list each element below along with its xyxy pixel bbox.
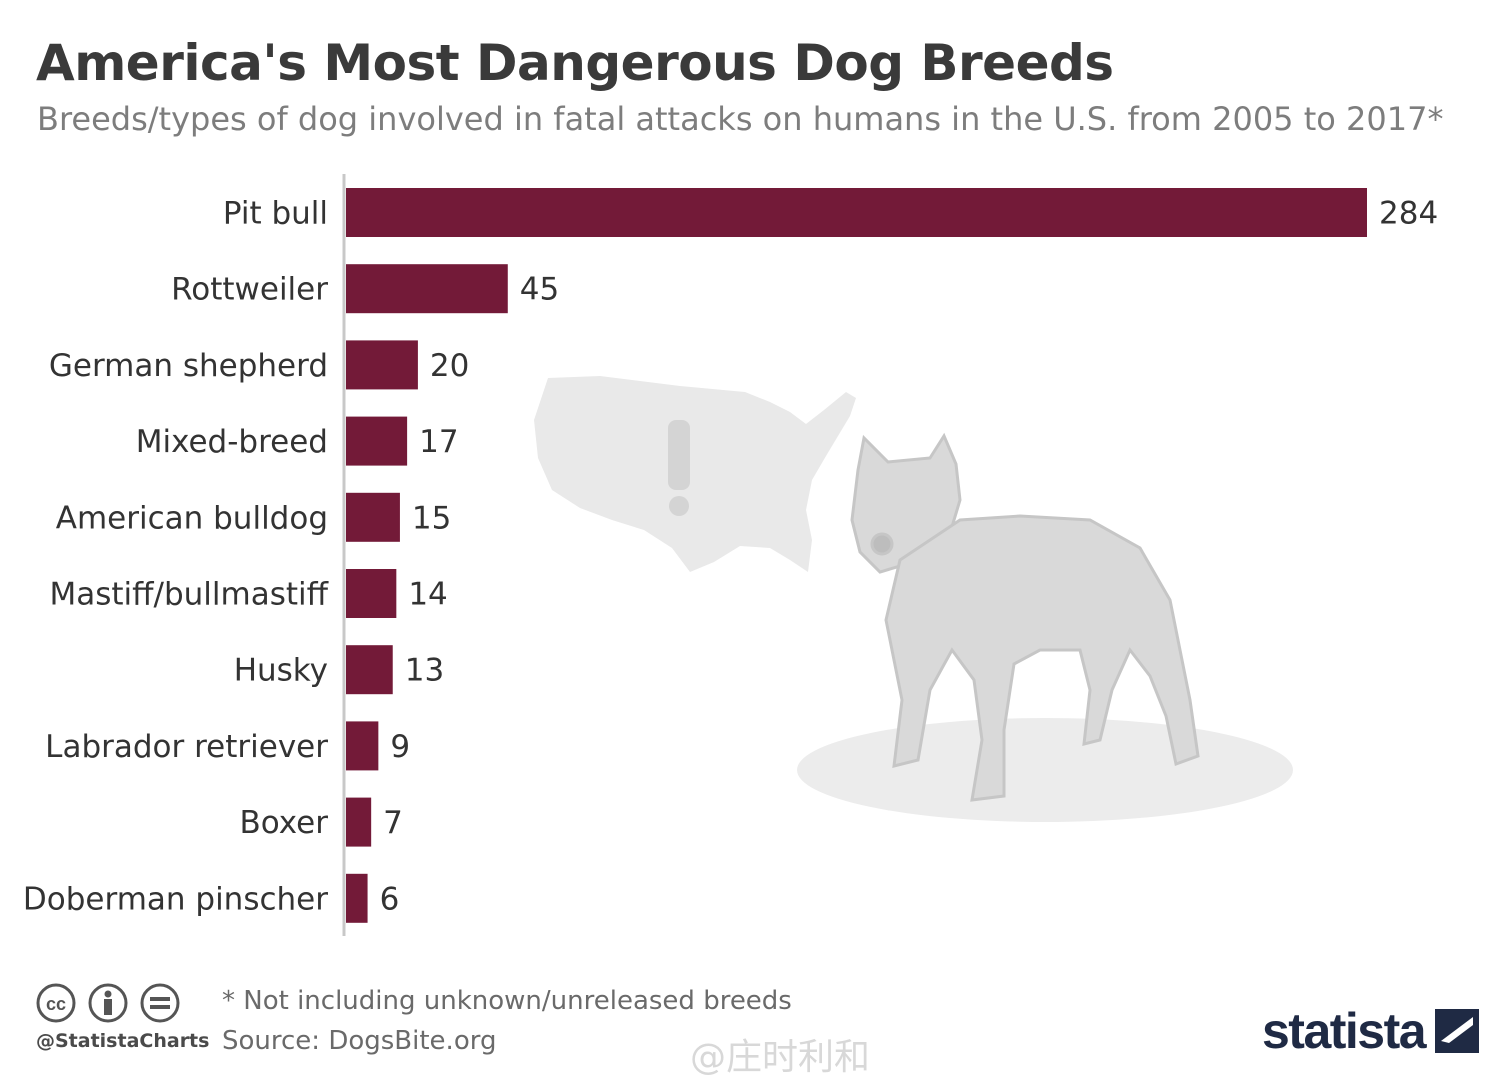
value-label: 20	[430, 348, 469, 384]
map-silhouette-icon	[534, 376, 856, 572]
bar[interactable]	[346, 492, 400, 542]
value-label: 284	[1379, 196, 1438, 232]
bar[interactable]	[346, 264, 508, 314]
bar[interactable]	[346, 645, 393, 695]
value-label: 7	[383, 805, 403, 841]
bar[interactable]	[346, 416, 408, 466]
value-label: 9	[390, 729, 410, 765]
statista-logo[interactable]: statista	[1262, 1002, 1480, 1060]
category-label: Mastiff/bullmastiff	[50, 577, 329, 613]
attribution-icon	[88, 983, 128, 1023]
statista-wordmark: statista	[1262, 1003, 1427, 1059]
value-label: 45	[520, 272, 559, 308]
bar[interactable]	[346, 797, 372, 847]
exclamation-icon	[668, 420, 690, 490]
bar[interactable]	[346, 340, 418, 390]
exclamation-dot-icon	[669, 496, 689, 516]
value-label: 15	[412, 500, 451, 536]
value-label: 17	[419, 424, 458, 460]
category-label: Pit bull	[223, 196, 328, 232]
category-label: Mixed-breed	[136, 424, 328, 460]
dog-shadow	[797, 718, 1293, 822]
bar-chart: Pit bull 284 Rottweiler 45 German shepherd 20…	[23, 174, 1438, 936]
bar[interactable]	[346, 188, 1367, 237]
source-note: Source: DogsBite.org	[222, 1026, 497, 1056]
statista-logo-mark-icon	[1435, 1009, 1480, 1053]
category-label: Labrador retriever	[45, 729, 328, 765]
license-icons: cc	[36, 983, 180, 1023]
category-label: Rottweiler	[171, 272, 328, 308]
value-label: 6	[380, 881, 400, 917]
dog-silhouette-icon	[850, 432, 1200, 802]
chart-subtitle: Breeds/types of dog involved in fatal at…	[37, 100, 1444, 138]
watermark: @庄时利和	[690, 1037, 871, 1078]
svg-text:cc: cc	[46, 994, 66, 1014]
footnote: * Not including unknown/unreleased breed…	[222, 986, 792, 1016]
bar[interactable]	[346, 873, 368, 923]
chart-title: America's Most Dangerous Dog Breeds	[36, 34, 1114, 92]
value-label: 13	[405, 653, 444, 689]
creative-commons-icon: cc	[36, 983, 76, 1023]
illustration	[534, 376, 1293, 822]
no-derivatives-icon	[140, 983, 180, 1023]
bar[interactable]	[346, 569, 397, 618]
category-label: Doberman pinscher	[23, 881, 328, 917]
value-label: 14	[408, 577, 447, 613]
bar[interactable]	[346, 721, 379, 771]
category-label: German shepherd	[49, 348, 328, 384]
category-label: Boxer	[240, 805, 329, 841]
twitter-handle: @StatistaCharts	[36, 1030, 210, 1052]
category-label: Husky	[234, 653, 328, 689]
category-label: American bulldog	[56, 500, 328, 536]
